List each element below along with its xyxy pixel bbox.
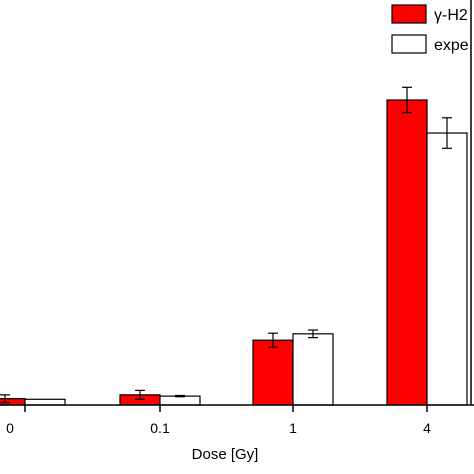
bars-layer xyxy=(0,99,468,406)
x-axis-title: Dose [Gy] xyxy=(192,446,259,463)
error-bar-series-2-1 xyxy=(308,329,318,339)
error-bar-series-2-0.1 xyxy=(175,394,185,398)
legend-label-1: γ-H2 xyxy=(434,7,468,24)
x-ticks-layer: 0 0.1 1 4 xyxy=(6,405,431,436)
legend-swatch-2 xyxy=(391,34,427,54)
legend-item-2: expe xyxy=(391,34,469,54)
bar-series-2-0 xyxy=(24,398,66,406)
x-tick-label-0.1: 0.1 xyxy=(150,420,170,436)
bar-series-2-0.1 xyxy=(159,395,201,406)
legend-swatch-1 xyxy=(391,4,427,24)
bar-series-1-1 xyxy=(252,339,294,406)
bar-series-2-1 xyxy=(292,333,334,406)
x-tick-label-0: 0 xyxy=(6,420,14,436)
error-bar-series-2-4 xyxy=(442,117,452,149)
bar-series-1-4 xyxy=(386,99,428,406)
x-tick-label-4: 4 xyxy=(423,420,431,436)
error-bar-series-1-4 xyxy=(402,86,412,114)
error-bar-series-1-0 xyxy=(0,394,10,404)
legend-label-2: expe xyxy=(434,37,469,54)
error-bar-series-1-0.1 xyxy=(135,389,145,400)
legend: γ-H2 expe xyxy=(391,4,469,54)
error-bar-series-1-1 xyxy=(268,332,278,348)
error-bars-layer xyxy=(0,86,452,404)
bar-series-1-0 xyxy=(0,398,26,406)
legend-item-1: γ-H2 xyxy=(391,4,468,24)
bar-series-2-4 xyxy=(426,132,468,406)
x-tick-label-1: 1 xyxy=(289,420,297,436)
